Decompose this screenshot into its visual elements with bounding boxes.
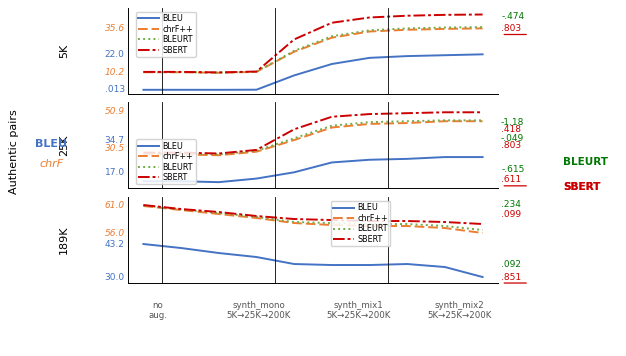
Text: chrF: chrF [39, 159, 63, 169]
Text: BLEURT: BLEURT [563, 157, 608, 167]
Text: 30.0: 30.0 [105, 273, 125, 282]
Text: 22.0: 22.0 [105, 50, 125, 59]
Text: -1.18: -1.18 [501, 117, 524, 127]
Legend: BLEU, chrF++, BLEURT, SBERT: BLEU, chrF++, BLEURT, SBERT [136, 139, 196, 184]
Text: .099: .099 [501, 210, 521, 219]
Text: 50.9: 50.9 [105, 107, 125, 116]
Text: 30.5: 30.5 [105, 143, 125, 153]
Text: .013: .013 [105, 85, 125, 94]
Text: 34.7: 34.7 [105, 136, 125, 145]
Text: .851: .851 [501, 272, 521, 282]
Legend: BLEU, chrF++, BLEURT, SBERT: BLEU, chrF++, BLEURT, SBERT [331, 201, 390, 246]
Text: synth_mix1
5K→25K→200K: synth_mix1 5K→25K→200K [327, 301, 391, 320]
Text: .234: .234 [501, 200, 521, 209]
Text: 35.6: 35.6 [105, 24, 125, 33]
Text: -.049: -.049 [501, 134, 524, 143]
Text: 56.0: 56.0 [105, 229, 125, 237]
Text: 10.2: 10.2 [105, 68, 125, 77]
Text: .611: .611 [501, 175, 521, 184]
Text: SBERT: SBERT [563, 182, 601, 192]
Text: .803: .803 [501, 24, 521, 33]
Text: 61.0: 61.0 [105, 200, 125, 210]
Text: 189K: 189K [59, 226, 69, 254]
Text: synth_mix2
5K→25K→200K: synth_mix2 5K→25K→200K [428, 301, 491, 320]
Text: -.474: -.474 [501, 12, 525, 21]
Text: BLEU: BLEU [35, 139, 68, 149]
Text: .803: .803 [501, 141, 521, 151]
Text: 25K: 25K [59, 135, 69, 156]
Text: 5K: 5K [59, 44, 69, 58]
Text: 43.2: 43.2 [105, 240, 125, 248]
Text: -.615: -.615 [501, 165, 525, 174]
Text: synth_mono
5K→25K→200K: synth_mono 5K→25K→200K [227, 301, 290, 320]
Text: Authentic pairs: Authentic pairs [9, 109, 19, 194]
Text: .418: .418 [501, 125, 521, 135]
Legend: BLEU, chrF++, BLEURT, SBERT: BLEU, chrF++, BLEURT, SBERT [136, 12, 196, 57]
Text: SBERT: SBERT [563, 182, 601, 192]
Text: 17.0: 17.0 [105, 168, 125, 177]
Text: .092: .092 [501, 261, 521, 269]
Text: no
aug.: no aug. [148, 301, 167, 320]
